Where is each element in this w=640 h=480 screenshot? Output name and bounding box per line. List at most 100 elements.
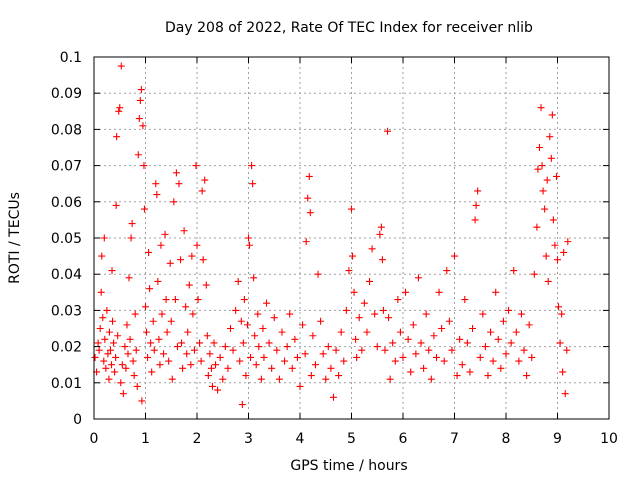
data-point [132,346,140,354]
data-point [160,350,168,358]
data-point [402,288,410,296]
data-point [145,248,153,256]
data-point [152,180,160,188]
data-point [149,317,157,325]
data-point [260,353,268,361]
data-point [171,296,179,304]
data-point [163,328,171,336]
data-point [114,332,122,340]
data-point [91,353,99,361]
data-point [427,375,435,383]
data-point [469,325,477,332]
data-point [263,299,271,307]
data-point [226,325,234,332]
data-point [187,361,195,369]
data-point [128,220,136,228]
data-point [438,325,446,332]
x-tick-label: 9 [553,431,562,447]
data-point [461,296,469,304]
data-point [112,353,120,361]
data-point [137,86,145,94]
data-point [94,339,102,347]
data-point [184,328,192,336]
data-point [100,357,108,365]
data-point [126,335,134,343]
data-point [252,361,260,369]
data-point [472,201,480,209]
data-point [425,346,433,354]
data-point [116,104,124,112]
data-point [212,361,220,369]
data-point [229,346,237,354]
data-point [337,328,345,336]
data-point [293,353,301,361]
data-point [377,223,385,231]
y-tick-label: 0.02 [51,340,82,356]
data-point [236,357,244,365]
data-point [131,310,139,318]
chart-title: Day 208 of 2022, Rate Of TEC Index for r… [165,20,533,36]
data-point [243,321,251,329]
y-tick-label: 0.07 [51,159,82,175]
x-tick-label: 4 [296,431,305,447]
x-axis-label: GPS time / hours [290,458,407,474]
data-point [306,209,314,217]
data-point [456,335,464,343]
data-point [268,364,276,372]
data-point [556,339,564,347]
x-tick-label: 2 [193,431,202,447]
data-point [167,317,175,325]
data-point [432,353,440,361]
data-point [317,317,325,325]
data-point [156,361,164,369]
data-point [487,328,495,336]
data-point [134,151,142,159]
data-point [129,357,137,365]
x-tick-labels: 0 1 2 3 4 5 6 7 8 9 10 [90,431,618,447]
data-point [409,321,417,329]
data-point [154,277,162,285]
data-point [363,328,371,336]
data-point [358,346,366,354]
data-point [466,368,474,376]
y-tick-label: 0.08 [51,122,82,138]
data-point [106,346,114,354]
data-point [100,234,108,242]
data-point [309,332,317,340]
data-point [479,310,487,318]
data-point [117,379,125,387]
data-point [108,361,116,369]
data-point [471,216,479,224]
data-point [288,364,296,372]
data-point [123,321,131,329]
data-point [257,375,265,383]
data-point [327,364,335,372]
y-tick-label: 0.1 [60,50,82,66]
data-point [561,390,569,398]
data-point [204,372,212,380]
data-point [127,234,135,242]
data-point [173,343,181,351]
data-point [373,343,381,351]
data-point [453,372,461,380]
data-point [111,368,119,376]
data-point [345,267,353,275]
data-point [435,288,443,296]
data-point [335,372,343,380]
data-point [180,227,188,235]
data-point [443,267,451,275]
data-point [96,325,104,332]
data-point [564,238,572,246]
data-point [248,162,256,170]
data-point [304,194,312,202]
data-point [340,357,348,365]
data-point [103,306,111,314]
data-point [197,357,205,365]
data-point [136,96,144,104]
data-point [544,277,552,285]
data-point [219,375,227,383]
data-point [242,372,250,380]
data-point [301,350,309,358]
data-point [394,296,402,304]
data-point [417,339,425,347]
